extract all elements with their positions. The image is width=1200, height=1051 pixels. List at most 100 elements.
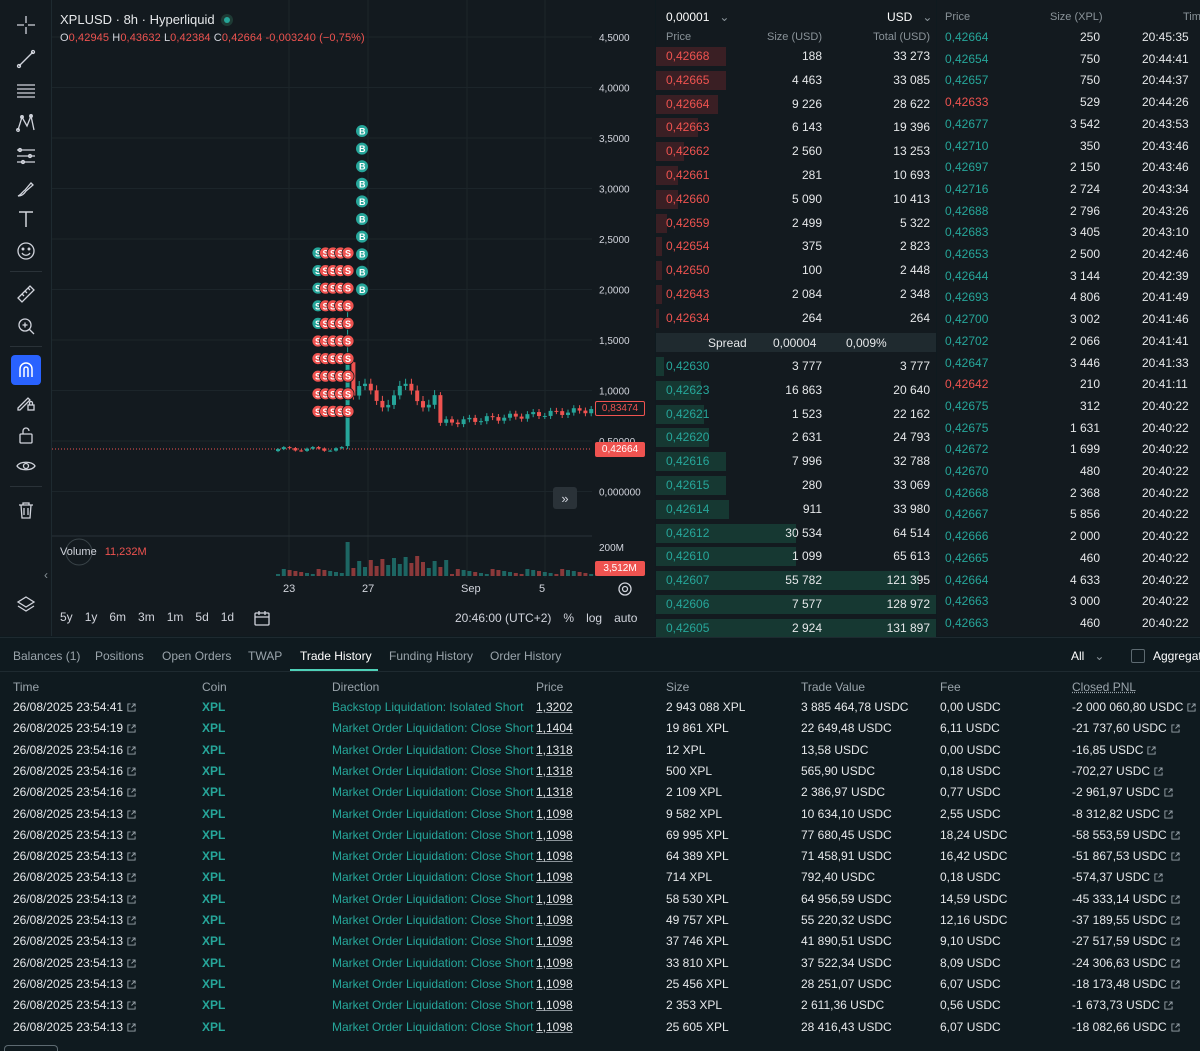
- external-link-icon[interactable]: [123, 828, 136, 842]
- tab-trade-history[interactable]: Trade History: [300, 649, 372, 663]
- time-cell[interactable]: 26/08/2025 23:54:13: [13, 998, 136, 1012]
- external-link-icon[interactable]: [1167, 721, 1180, 735]
- timeframe-1m[interactable]: 1m: [166, 610, 184, 624]
- coin-cell[interactable]: XPL: [202, 785, 226, 800]
- fib-icon[interactable]: [11, 141, 41, 171]
- lock-drawing-icon[interactable]: [11, 387, 41, 417]
- external-link-icon[interactable]: [123, 785, 136, 799]
- external-link-icon[interactable]: [1150, 870, 1163, 884]
- timeframe-3m[interactable]: 3m: [138, 610, 155, 624]
- sell-marker[interactable]: S: [341, 387, 355, 401]
- ask-row[interactable]: 0,42663 6 143 19 396: [656, 116, 936, 138]
- brush-icon[interactable]: [11, 173, 41, 203]
- buy-marker[interactable]: B: [356, 195, 368, 208]
- lock-icon[interactable]: [11, 420, 41, 450]
- col-coin[interactable]: Coin: [202, 680, 227, 694]
- external-link-icon[interactable]: [123, 934, 136, 948]
- bid-row[interactable]: 0,42616 7 996 32 788: [656, 450, 936, 472]
- time-cell[interactable]: 26/08/2025 23:54:13: [13, 956, 136, 970]
- external-link-icon[interactable]: [123, 998, 136, 1012]
- bid-row[interactable]: 0,42621 1 523 22 162: [656, 403, 936, 425]
- buy-marker[interactable]: B: [356, 125, 368, 137]
- buy-marker[interactable]: B: [356, 265, 368, 278]
- buy-marker[interactable]: B: [356, 230, 368, 243]
- bid-row[interactable]: 0,42630 3 777 3 777: [656, 355, 936, 377]
- external-link-icon[interactable]: [1167, 977, 1180, 991]
- sell-marker[interactable]: S: [341, 369, 355, 383]
- buy-marker[interactable]: B: [356, 177, 368, 190]
- eye-icon[interactable]: [11, 451, 41, 481]
- collapse-toolbar-icon[interactable]: ‹: [44, 568, 48, 582]
- external-link-icon[interactable]: [123, 743, 136, 757]
- time-cell[interactable]: 26/08/2025 23:54:13: [13, 913, 136, 927]
- bid-row[interactable]: 0,42606 7 577 128 972: [656, 593, 936, 615]
- time-cell[interactable]: 26/08/2025 23:54:13: [13, 807, 136, 821]
- volume-settings-icon[interactable]: [65, 538, 93, 566]
- coin-cell[interactable]: XPL: [202, 849, 226, 864]
- time-display[interactable]: 20:46:00 (UTC+2): [455, 611, 552, 625]
- timeframe-1y[interactable]: 1y: [84, 610, 98, 624]
- ask-row[interactable]: 0,42643 2 084 2 348: [656, 283, 936, 305]
- external-link-icon[interactable]: [1167, 956, 1180, 970]
- panel-resize-handle[interactable]: [4, 1045, 58, 1051]
- gear-icon[interactable]: [617, 581, 633, 600]
- external-link-icon[interactable]: [123, 807, 136, 821]
- coin-cell[interactable]: XPL: [202, 891, 226, 906]
- external-link-icon[interactable]: [123, 870, 136, 884]
- external-link-icon[interactable]: [123, 913, 136, 927]
- external-link-icon[interactable]: [1167, 1020, 1180, 1034]
- external-link-icon[interactable]: [1160, 998, 1173, 1012]
- calendar-icon[interactable]: [253, 609, 271, 630]
- tab-positions[interactable]: Positions: [95, 649, 144, 663]
- coin-cell[interactable]: XPL: [202, 763, 226, 778]
- tab-funding-history[interactable]: Funding History: [389, 649, 474, 663]
- external-link-icon[interactable]: [1183, 700, 1196, 714]
- timeframe-5y[interactable]: 5y: [60, 610, 73, 624]
- col-time[interactable]: Time: [13, 680, 40, 694]
- external-link-icon[interactable]: [1143, 743, 1156, 757]
- external-link-icon[interactable]: [123, 977, 136, 991]
- col-direction[interactable]: Direction: [332, 680, 380, 694]
- time-cell[interactable]: 26/08/2025 23:54:13: [13, 849, 136, 863]
- time-cell[interactable]: 26/08/2025 23:54:16: [13, 785, 136, 799]
- auto-toggle[interactable]: auto: [614, 611, 638, 625]
- bid-row[interactable]: 0,42615 280 33 069: [656, 474, 936, 496]
- bid-row[interactable]: 0,42612 30 534 64 514: [656, 522, 936, 544]
- coin-cell[interactable]: XPL: [202, 934, 226, 949]
- bid-row[interactable]: 0,42605 2 924 131 897: [656, 617, 936, 639]
- crosshair-icon[interactable]: [11, 10, 41, 40]
- ask-row[interactable]: 0,42662 2 560 13 253: [656, 140, 936, 162]
- external-link-icon[interactable]: [1160, 807, 1173, 821]
- coin-cell[interactable]: XPL: [202, 700, 226, 714]
- coin-cell[interactable]: XPL: [202, 955, 226, 970]
- ruler-icon[interactable]: [11, 279, 41, 309]
- tab-order-history[interactable]: Order History: [490, 649, 562, 663]
- sell-marker[interactable]: S: [341, 246, 355, 260]
- tab-open-orders[interactable]: Open Orders: [162, 649, 232, 663]
- col-fee[interactable]: Fee: [940, 680, 961, 694]
- sell-marker[interactable]: S: [341, 404, 355, 418]
- percent-toggle[interactable]: %: [563, 611, 575, 625]
- buy-marker[interactable]: B: [356, 142, 368, 155]
- coin-cell[interactable]: XPL: [202, 721, 226, 736]
- col-trade-value[interactable]: Trade Value: [801, 680, 866, 694]
- currency-select[interactable]: USD ⌄: [887, 10, 932, 24]
- bid-row[interactable]: 0,42614 911 33 980: [656, 498, 936, 520]
- sell-marker[interactable]: S: [341, 299, 355, 313]
- time-cell[interactable]: 26/08/2025 23:54:13: [13, 892, 136, 906]
- time-cell[interactable]: 26/08/2025 23:54:13: [13, 1020, 136, 1034]
- scroll-to-realtime-button[interactable]: »: [553, 487, 577, 509]
- ask-row[interactable]: 0,42659 2 499 5 322: [656, 212, 936, 234]
- ask-row[interactable]: 0,42665 4 463 33 085: [656, 69, 936, 91]
- ask-row[interactable]: 0,42660 5 090 10 413: [656, 188, 936, 210]
- coin-cell[interactable]: XPL: [202, 742, 226, 757]
- layers-icon[interactable]: [15, 594, 37, 619]
- aggregate-toggle[interactable]: Aggregat: [1131, 649, 1200, 663]
- external-link-icon[interactable]: [1167, 892, 1180, 906]
- log-toggle[interactable]: log: [586, 611, 603, 625]
- ask-row[interactable]: 0,42634 264 264: [656, 307, 936, 329]
- ask-row[interactable]: 0,42650 100 2 448: [656, 259, 936, 281]
- time-cell[interactable]: 26/08/2025 23:54:13: [13, 828, 136, 842]
- external-link-icon[interactable]: [1167, 828, 1180, 842]
- coin-cell[interactable]: XPL: [202, 870, 226, 885]
